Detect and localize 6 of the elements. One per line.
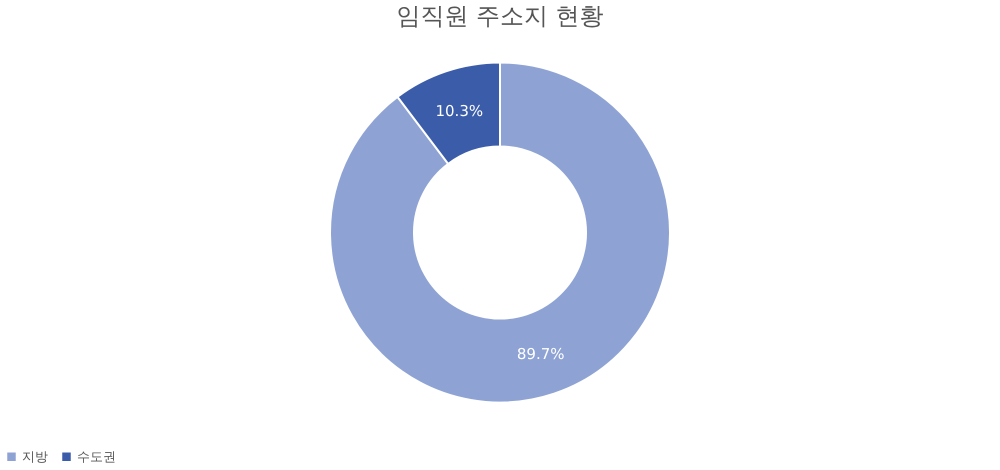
chart-title: 임직원 주소지 현황 (396, 2, 604, 30)
data-label: 10.3% (435, 102, 484, 120)
legend-label: 수도권 (77, 450, 116, 465)
data-label: 89.7% (516, 344, 565, 363)
donut-slice (329, 62, 671, 404)
legend-label: 지방 (22, 450, 48, 465)
